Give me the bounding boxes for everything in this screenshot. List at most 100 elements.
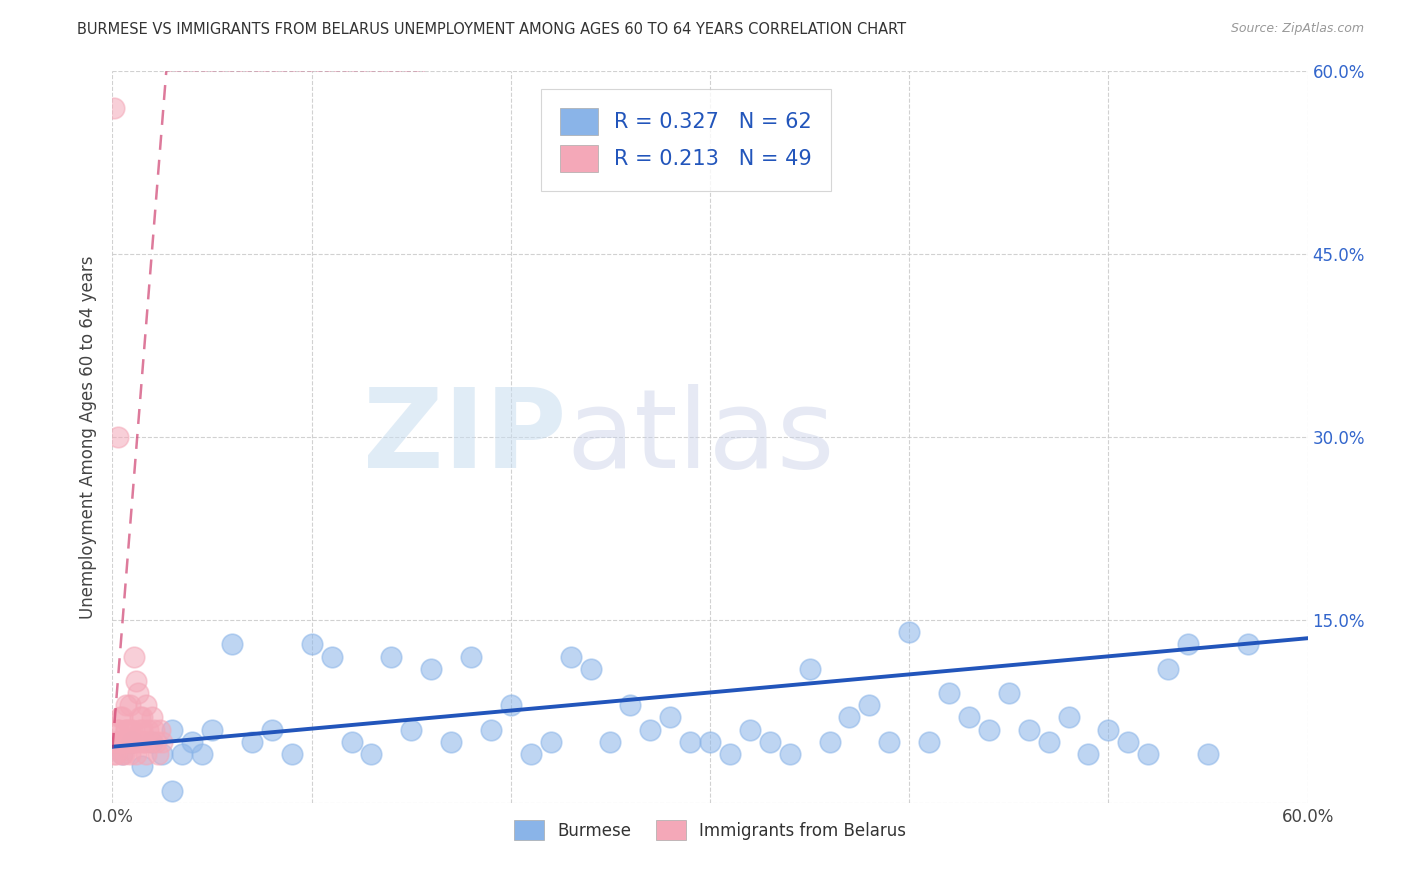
Point xyxy=(998,686,1021,700)
Point xyxy=(1038,735,1060,749)
Point xyxy=(138,723,160,737)
Point xyxy=(111,735,134,749)
Point xyxy=(124,735,146,749)
Point xyxy=(1097,723,1119,737)
Point xyxy=(918,735,941,749)
Point xyxy=(107,430,129,444)
Legend: Burmese, Immigrants from Belarus: Burmese, Immigrants from Belarus xyxy=(501,807,920,853)
Point xyxy=(977,723,1000,737)
Point xyxy=(201,723,224,737)
Point xyxy=(120,747,142,761)
Point xyxy=(141,710,163,724)
Point xyxy=(121,723,143,737)
Point xyxy=(191,747,214,761)
Point xyxy=(131,759,153,773)
Point xyxy=(1177,637,1199,651)
Point xyxy=(150,747,173,761)
Point xyxy=(105,735,128,749)
Point xyxy=(579,662,602,676)
Point xyxy=(111,747,134,761)
Point xyxy=(162,723,183,737)
Point xyxy=(111,747,134,761)
Point xyxy=(659,710,682,724)
Point xyxy=(759,735,782,749)
Point xyxy=(640,723,662,737)
Point xyxy=(107,723,129,737)
Point xyxy=(718,747,741,761)
Point xyxy=(127,735,149,749)
Point xyxy=(1018,723,1040,737)
Point xyxy=(599,735,621,749)
Point xyxy=(240,735,263,749)
Point xyxy=(115,723,138,737)
Point xyxy=(1118,735,1140,749)
Y-axis label: Unemployment Among Ages 60 to 64 years: Unemployment Among Ages 60 to 64 years xyxy=(79,255,97,619)
Point xyxy=(162,783,183,797)
Point xyxy=(115,723,138,737)
Point xyxy=(440,735,463,749)
Point xyxy=(540,735,562,749)
Point xyxy=(124,649,146,664)
Point xyxy=(1137,747,1160,761)
Point xyxy=(131,710,153,724)
Point xyxy=(879,735,901,749)
Point xyxy=(134,735,156,749)
Point xyxy=(110,735,132,749)
Point xyxy=(121,735,143,749)
Point xyxy=(129,723,152,737)
Point xyxy=(679,735,702,749)
Point xyxy=(145,735,167,749)
Point xyxy=(125,673,148,688)
Point xyxy=(260,723,283,737)
Point xyxy=(520,747,543,761)
Point xyxy=(105,747,128,761)
Point xyxy=(938,686,960,700)
Point xyxy=(1057,710,1080,724)
Point xyxy=(111,710,134,724)
Point xyxy=(181,735,204,749)
Point xyxy=(143,723,166,737)
Point xyxy=(340,735,363,749)
Point xyxy=(135,747,157,761)
Point xyxy=(125,747,148,761)
Point xyxy=(110,710,132,724)
Point xyxy=(1237,637,1260,651)
Point xyxy=(127,686,149,700)
Point xyxy=(858,698,880,713)
Point xyxy=(110,735,132,749)
Point xyxy=(141,735,163,749)
Text: atlas: atlas xyxy=(567,384,835,491)
Point xyxy=(420,662,443,676)
Point xyxy=(799,662,821,676)
Point xyxy=(129,710,152,724)
Point xyxy=(619,698,641,713)
Point xyxy=(117,735,139,749)
Point xyxy=(957,710,980,724)
Point xyxy=(103,747,125,761)
Point xyxy=(779,747,801,761)
Point xyxy=(139,735,162,749)
Point xyxy=(699,735,721,749)
Point xyxy=(121,735,143,749)
Point xyxy=(148,747,170,761)
Point xyxy=(117,735,139,749)
Point xyxy=(380,649,402,664)
Point xyxy=(120,698,142,713)
Point xyxy=(107,723,129,737)
Point xyxy=(150,735,173,749)
Point xyxy=(401,723,423,737)
Point xyxy=(115,698,138,713)
Point xyxy=(479,723,502,737)
Text: Source: ZipAtlas.com: Source: ZipAtlas.com xyxy=(1230,22,1364,36)
Point xyxy=(1077,747,1099,761)
Point xyxy=(301,637,323,651)
Point xyxy=(149,723,172,737)
Point xyxy=(103,101,125,115)
Point xyxy=(738,723,761,737)
Text: ZIP: ZIP xyxy=(363,384,567,491)
Point xyxy=(114,735,135,749)
Point xyxy=(460,649,482,664)
Point xyxy=(1157,662,1180,676)
Point xyxy=(114,747,135,761)
Point xyxy=(172,747,194,761)
